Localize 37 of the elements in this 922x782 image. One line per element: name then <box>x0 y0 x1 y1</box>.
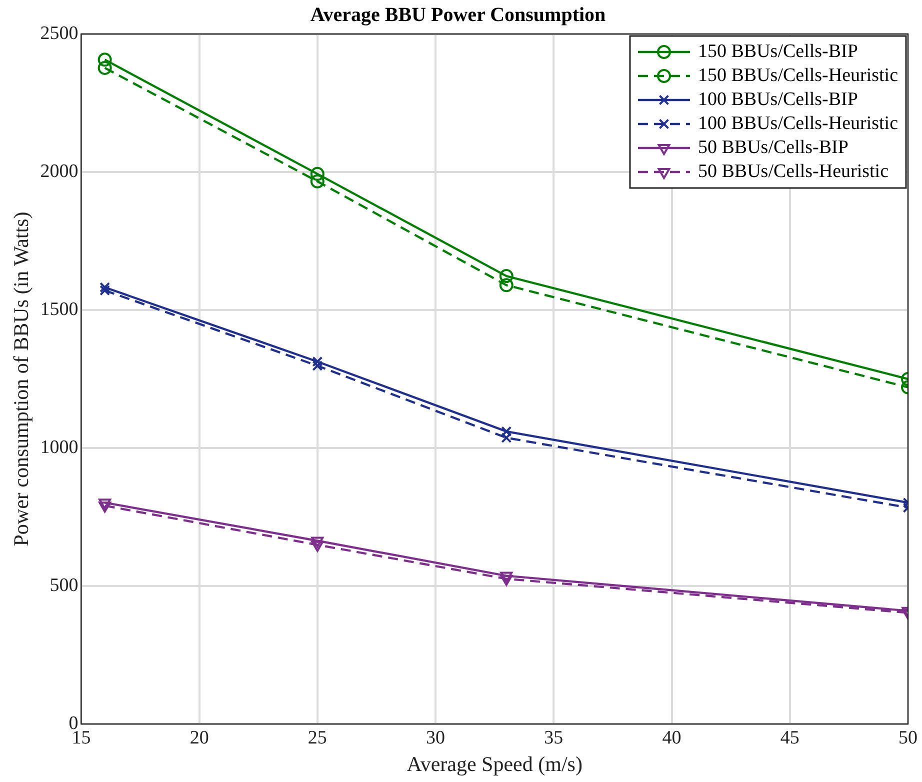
legend-label: 100 BBUs/Cells-Heuristic <box>698 112 898 134</box>
point <box>499 278 514 292</box>
legend-label: 150 BBUs/Cells-Heuristic <box>698 64 898 86</box>
point <box>100 282 110 293</box>
legend-label: 100 BBUs/Cells-BIP <box>698 88 858 110</box>
legend-label: 50 BBUs/Cells-Heuristic <box>698 160 889 182</box>
x-tick-label: 50 <box>898 727 918 748</box>
point <box>98 60 112 75</box>
point <box>311 540 324 552</box>
point <box>311 536 324 548</box>
y-tick-label: 1000 <box>40 436 78 458</box>
point <box>500 574 513 586</box>
x-tick-label: 25 <box>308 727 327 748</box>
y-tick-label: 1500 <box>40 298 78 320</box>
point <box>310 166 324 181</box>
y-tick-label: 2500 <box>40 22 78 44</box>
y-tick-label: 2000 <box>40 160 78 182</box>
point <box>310 174 324 188</box>
point <box>312 360 323 371</box>
y-tick-label: 500 <box>50 574 78 596</box>
point <box>500 572 513 583</box>
point <box>98 502 112 513</box>
y-axis-title: Power consumption of BBUs (in Watts) <box>9 212 34 546</box>
chart-title: Average BBU Power Consumption <box>310 4 606 26</box>
point <box>98 52 112 67</box>
point <box>312 356 323 367</box>
point <box>100 285 110 296</box>
x-tick-label: 40 <box>662 727 682 748</box>
x-tick-label: 35 <box>544 727 564 748</box>
x-axis-title: Average Speed (m/s) <box>406 752 582 776</box>
point <box>499 269 514 284</box>
point <box>98 498 112 510</box>
x-tick-label: 45 <box>780 727 800 748</box>
legend-label: 150 BBUs/Cells-BIP <box>698 40 858 62</box>
x-tick-label: 30 <box>426 727 446 748</box>
x-tick-label: 20 <box>190 727 209 748</box>
legend-label: 50 BBUs/Cells-BIP <box>698 136 848 158</box>
